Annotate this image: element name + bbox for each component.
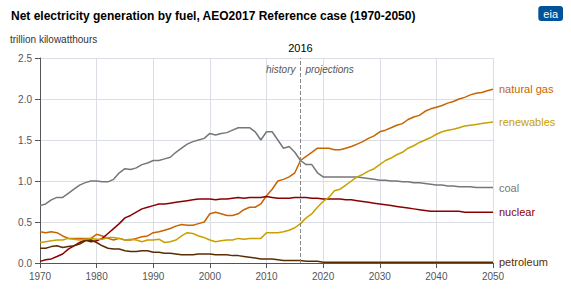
svg-text:trillion kilowatthours: trillion kilowatthours [10,34,97,45]
svg-text:projections: projections [304,64,353,75]
svg-text:2010: 2010 [255,271,278,282]
svg-text:2.5: 2.5 [18,53,32,64]
svg-text:2000: 2000 [199,271,222,282]
svg-text:coal: coal [499,182,519,194]
svg-text:2030: 2030 [369,271,392,282]
svg-text:2016: 2016 [288,42,312,54]
svg-text:2.0: 2.0 [18,94,32,105]
svg-text:petroleum: petroleum [499,256,548,268]
svg-text:2040: 2040 [425,271,448,282]
svg-text:0.0: 0.0 [18,258,32,269]
svg-text:Net electricity generation by: Net electricity generation by fuel, AEO2… [11,9,415,23]
svg-text:eia: eia [543,8,559,20]
svg-text:history: history [266,64,296,75]
svg-text:1970: 1970 [29,271,52,282]
svg-text:1990: 1990 [142,271,165,282]
svg-text:2050: 2050 [482,271,505,282]
svg-text:0.5: 0.5 [18,217,32,228]
svg-text:1.5: 1.5 [18,135,32,146]
svg-text:1980: 1980 [86,271,109,282]
svg-text:nuclear: nuclear [499,206,535,218]
svg-text:2020: 2020 [312,271,335,282]
svg-text:natural gas: natural gas [499,83,554,95]
svg-text:1.0: 1.0 [18,176,32,187]
svg-text:renewables: renewables [499,116,556,128]
